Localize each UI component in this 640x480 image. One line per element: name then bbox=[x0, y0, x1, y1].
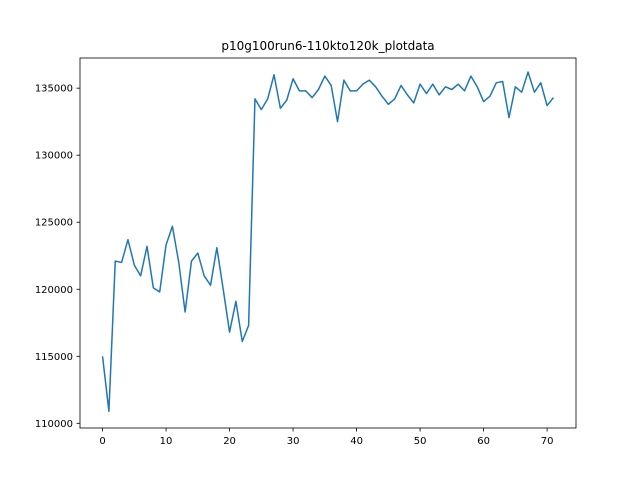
chart-title: p10g100run6-110kto120k_plotdata bbox=[221, 39, 434, 53]
x-tick-label: 0 bbox=[99, 436, 105, 447]
y-tick-label: 135000 bbox=[35, 84, 73, 95]
y-tick-label: 115000 bbox=[35, 352, 73, 363]
y-tick-label: 130000 bbox=[35, 151, 73, 162]
x-tick-label: 60 bbox=[477, 436, 490, 447]
x-tick-label: 20 bbox=[223, 436, 236, 447]
plot-area: 0 10 20 30 40 50 60 70 110000 115000 120000 125000 1… bbox=[35, 57, 577, 447]
y-tick-label: 120000 bbox=[35, 285, 73, 296]
x-tick-label: 40 bbox=[350, 436, 363, 447]
axes-frame bbox=[79, 57, 577, 429]
x-tick-label: 30 bbox=[287, 436, 300, 447]
y-tick-label: 125000 bbox=[35, 218, 73, 229]
x-tick-label: 50 bbox=[414, 436, 427, 447]
y-tick-label: 110000 bbox=[35, 419, 73, 430]
series-line bbox=[101, 71, 555, 412]
x-tick-label: 70 bbox=[541, 436, 554, 447]
x-tick-label: 10 bbox=[160, 436, 173, 447]
